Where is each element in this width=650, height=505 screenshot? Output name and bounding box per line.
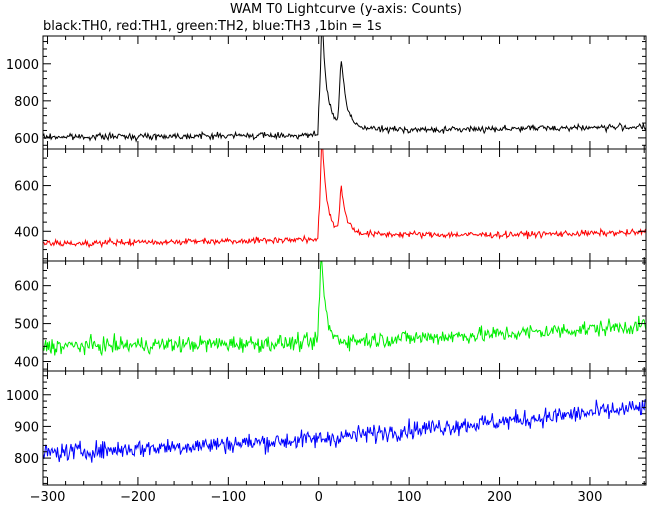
series-line-th1: [43, 149, 646, 249]
x-tick-label: −300: [30, 490, 66, 505]
series-line-th0: [43, 36, 646, 143]
x-tick-label: 300: [578, 490, 603, 505]
series-line-th3: [43, 399, 646, 463]
panel-frame: [42, 370, 647, 486]
y-tick-label: 600: [14, 280, 39, 295]
y-tick-label: 900: [14, 420, 39, 435]
y-tick-label: 600: [14, 180, 39, 195]
x-tick-label: 200: [487, 490, 512, 505]
x-tick-label: −200: [120, 490, 156, 505]
y-tick-label: 1000: [6, 389, 39, 404]
y-tick-label: 400: [14, 356, 39, 371]
y-tick-label: 400: [14, 225, 39, 240]
series-line-th2: [43, 261, 646, 357]
y-tick-label: 500: [14, 318, 39, 333]
chart-subtitle: black:TH0, red:TH1, green:TH2, blue:TH3 …: [43, 19, 382, 34]
x-tick-label: 100: [397, 490, 422, 505]
y-tick-label: 800: [14, 95, 39, 110]
x-tick-label: −100: [210, 490, 246, 505]
panel-frame: [42, 260, 647, 372]
panels-group: 60080010004006004005006008009001000−300−…: [6, 35, 647, 505]
y-tick-label: 600: [14, 132, 39, 147]
y-tick-label: 1000: [6, 58, 39, 73]
chart-title: WAM T0 Lightcurve (y-axis: Counts): [230, 2, 462, 17]
x-tick-label: 0: [315, 490, 323, 505]
y-tick-label: 800: [14, 452, 39, 467]
